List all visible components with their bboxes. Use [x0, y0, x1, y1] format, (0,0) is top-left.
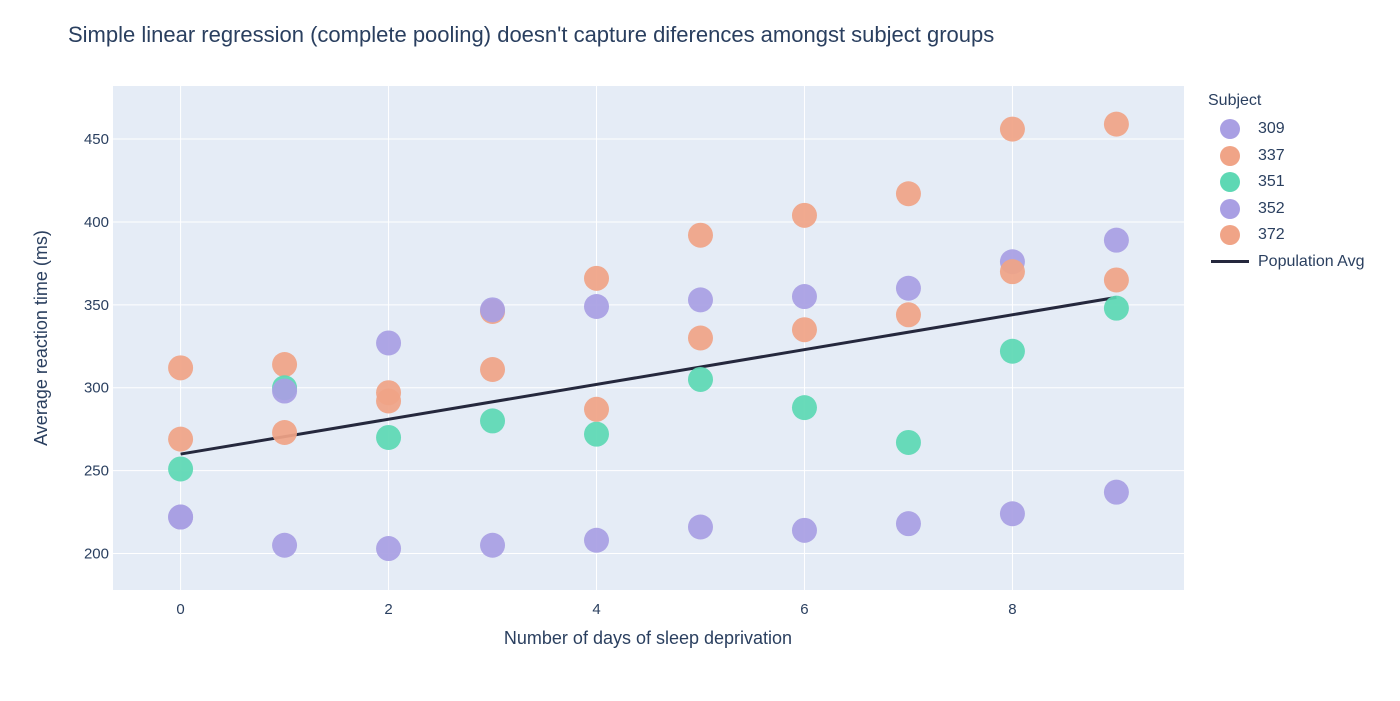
point-subject-309: [895, 511, 921, 537]
x-tick-label: 8: [1008, 601, 1016, 618]
point-subject-372: [376, 380, 402, 406]
point-subject-351: [791, 395, 817, 421]
y-tick-label: 450: [84, 131, 109, 148]
legend-dot-swatch: [1220, 172, 1240, 193]
point-subject-309: [687, 514, 713, 540]
point-subject-351: [376, 424, 402, 450]
legend-item-label: 351: [1258, 173, 1285, 191]
point-subject-351: [168, 456, 194, 482]
data-points: [168, 111, 1129, 562]
point-subject-337: [584, 265, 610, 291]
point-subject-352: [791, 284, 817, 310]
point-subject-351: [1103, 295, 1129, 321]
point-subject-372: [687, 325, 713, 351]
point-subject-337: [168, 355, 194, 381]
point-subject-372: [1103, 267, 1129, 293]
legend-item-352[interactable]: 352: [1208, 196, 1364, 223]
point-subject-352: [480, 297, 506, 323]
point-subject-337: [1103, 111, 1129, 137]
point-subject-352: [895, 275, 921, 301]
legend-marker-icon: [1210, 143, 1250, 169]
point-subject-372: [895, 302, 921, 328]
point-subject-309: [584, 527, 610, 553]
legend: Subject 309 337 351 352 372 Population Avg: [1208, 92, 1364, 275]
chart-title: Simple linear regression (complete pooli…: [68, 22, 995, 47]
point-subject-372: [480, 357, 506, 382]
point-subject-337: [791, 202, 817, 228]
point-subject-309: [1103, 479, 1129, 505]
tick-labels: 200 250 300 350 400 450 0 2 4 6 8: [84, 131, 1017, 618]
point-subject-352: [272, 378, 298, 404]
legend-item-label: Population Avg: [1258, 252, 1365, 270]
point-subject-309: [272, 532, 298, 558]
point-subject-351: [480, 408, 506, 434]
legend-dot-swatch: [1220, 198, 1240, 219]
point-subject-309: [376, 536, 402, 562]
point-subject-372: [584, 396, 610, 422]
legend-item-351[interactable]: 351: [1208, 169, 1364, 196]
legend-marker-icon: [1210, 116, 1250, 142]
point-subject-351: [584, 421, 610, 447]
point-subject-351: [687, 366, 713, 392]
x-tick-label: 4: [592, 601, 600, 618]
point-subject-309: [480, 532, 506, 558]
x-axis-label: Number of days of sleep deprivation: [504, 628, 792, 648]
legend-line-swatch: [1211, 260, 1249, 264]
point-subject-309: [999, 501, 1025, 527]
point-subject-337: [687, 222, 713, 248]
legend-items: 309 337 351 352 372 Population Avg: [1208, 116, 1364, 275]
point-subject-352: [687, 287, 713, 313]
point-subject-352: [168, 504, 194, 530]
point-subject-337: [895, 181, 921, 207]
point-subject-372: [791, 317, 817, 343]
regression-line-layer: [180, 295, 1117, 456]
legend-item-337[interactable]: 337: [1208, 143, 1364, 170]
point-subject-351: [999, 338, 1025, 364]
legend-item-population-avg[interactable]: Population Avg: [1208, 249, 1364, 276]
legend-line-icon: [1210, 249, 1250, 275]
y-tick-label: 200: [84, 546, 109, 563]
point-subject-309: [791, 517, 817, 543]
y-axis-label: Average reaction time (ms): [31, 230, 51, 446]
legend-marker-icon: [1210, 169, 1250, 195]
legend-item-label: 372: [1258, 226, 1285, 244]
point-subject-372: [168, 426, 194, 452]
legend-item-label: 309: [1258, 120, 1285, 138]
legend-dot-swatch: [1220, 119, 1240, 140]
point-subject-352: [376, 330, 402, 356]
population-avg-line: [180, 295, 1117, 456]
point-subject-352: [1103, 227, 1129, 253]
legend-marker-icon: [1210, 196, 1250, 222]
point-subject-372: [272, 420, 298, 445]
legend-title: Subject: [1208, 92, 1262, 109]
point-subject-372: [999, 259, 1025, 285]
x-tick-label: 0: [176, 601, 184, 618]
legend-marker-icon: [1210, 222, 1250, 248]
y-tick-label: 300: [84, 380, 109, 397]
legend-item-label: 352: [1258, 199, 1285, 217]
y-tick-label: 250: [84, 463, 109, 480]
point-subject-352: [584, 294, 610, 319]
point-subject-337: [999, 116, 1025, 142]
legend-item-372[interactable]: 372: [1208, 222, 1364, 249]
point-subject-351: [895, 429, 921, 455]
legend-dot-swatch: [1220, 145, 1240, 166]
y-tick-label: 400: [84, 214, 109, 231]
legend-item-label: 337: [1258, 146, 1285, 164]
legend-item-309[interactable]: 309: [1208, 116, 1364, 143]
point-subject-337: [272, 352, 298, 378]
x-tick-label: 6: [800, 601, 808, 618]
legend-dot-swatch: [1220, 225, 1240, 246]
y-tick-label: 350: [84, 297, 109, 314]
x-tick-label: 2: [384, 601, 392, 618]
